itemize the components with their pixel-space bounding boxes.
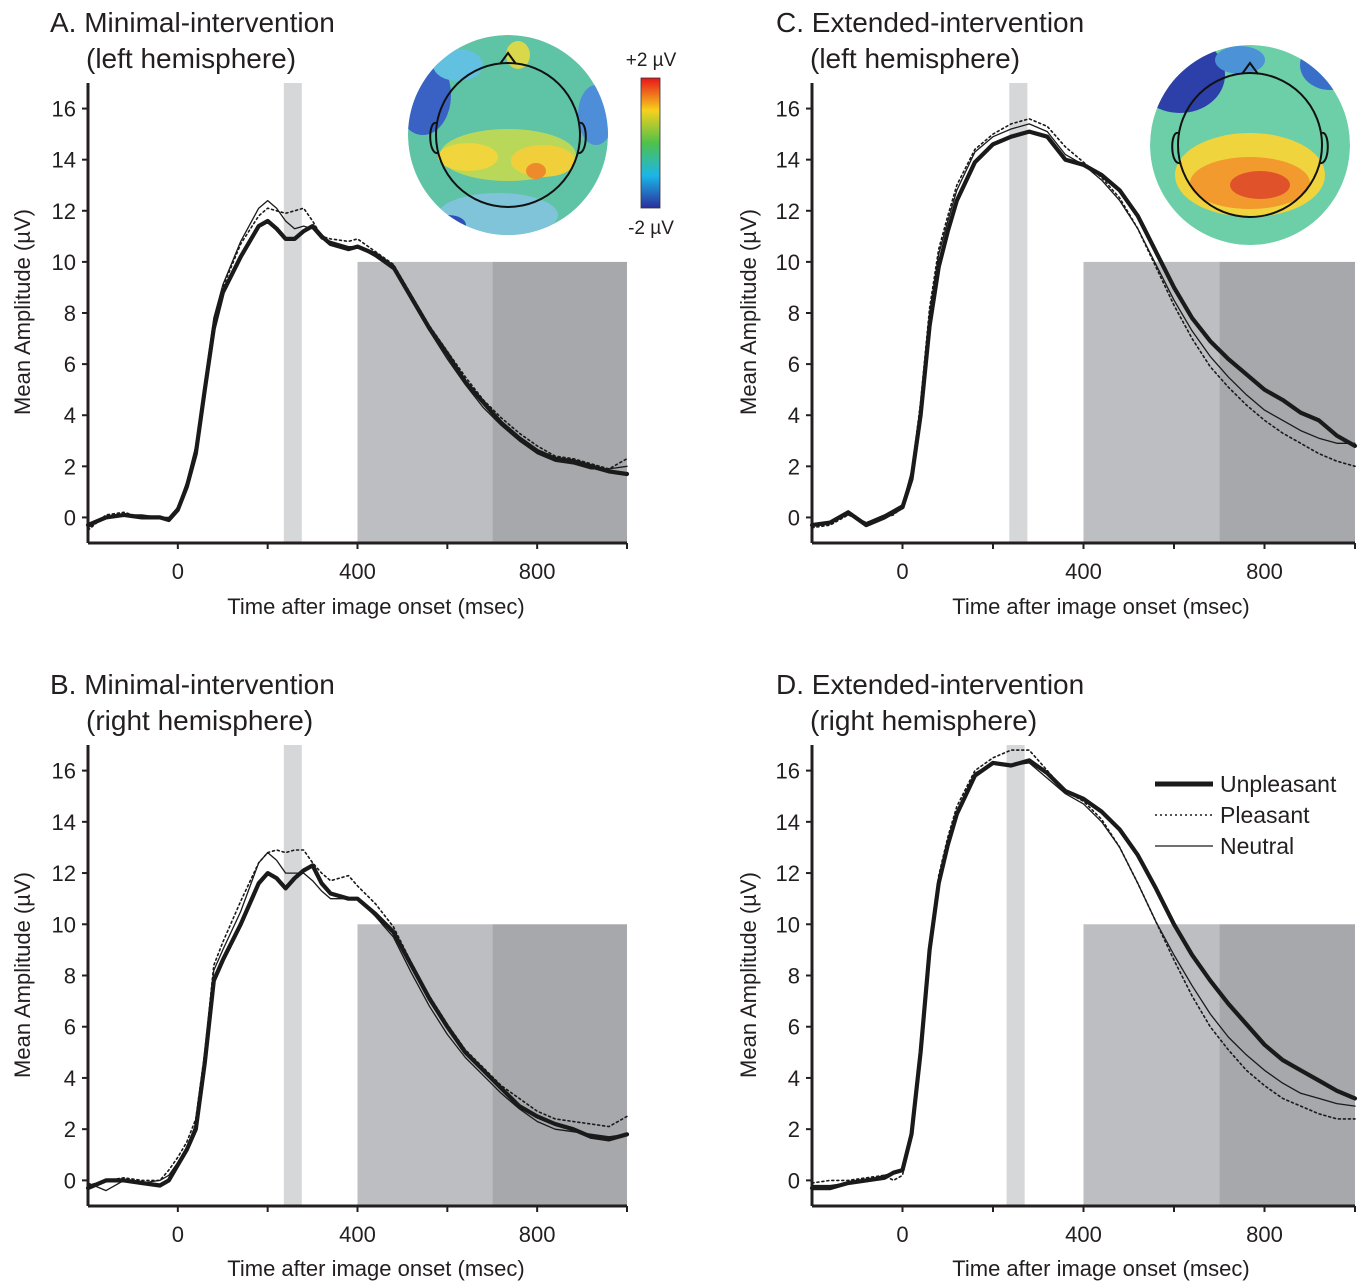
panel-c-title-line2: (left hemisphere) bbox=[810, 43, 1020, 74]
panel-d-y-tick-label: 14 bbox=[776, 810, 800, 835]
panel-b-shaded-window-3 bbox=[492, 924, 627, 1206]
panel-c: C. Extended-intervention (left hemispher… bbox=[736, 7, 1358, 619]
panel-b-y-tick-label: 8 bbox=[64, 964, 76, 989]
panel-a-shading bbox=[283, 83, 627, 543]
panel-c-y-tick-label: 0 bbox=[788, 505, 800, 530]
panel-c-series-unpleasant bbox=[809, 129, 1358, 528]
panel-c-y-tick-label: 6 bbox=[788, 352, 800, 377]
panel-d-y-tick-label: 8 bbox=[788, 964, 800, 989]
panel-d-x-axis-label: Time after image onset (msec) bbox=[952, 1256, 1250, 1281]
panel-a: A. Minimal-intervention (left hemisphere… bbox=[10, 7, 630, 619]
panel-c-y-tick-label: 12 bbox=[776, 199, 800, 224]
panel-d-title-line1: D. Extended-intervention bbox=[776, 669, 1084, 700]
panel-a-y-tick-label: 2 bbox=[64, 454, 76, 479]
legend: Unpleasant Pleasant Neutral bbox=[1155, 771, 1337, 859]
panel-d-shaded-window-2 bbox=[1083, 924, 1220, 1206]
panel-d-x-tick-label: 400 bbox=[1065, 1222, 1102, 1247]
panel-a-title-line2: (left hemisphere) bbox=[86, 43, 296, 74]
panel-d-series-pleasant bbox=[811, 749, 1356, 1184]
panel-d-y-tick-label: 0 bbox=[788, 1168, 800, 1193]
topomap-a bbox=[408, 35, 608, 235]
panel-d-y-tick-label: 6 bbox=[788, 1015, 800, 1040]
panel-a-series-unpleasant bbox=[85, 218, 630, 528]
panel-b-x-tick-label: 0 bbox=[172, 1222, 184, 1247]
panel-d-y-tick-label: 2 bbox=[788, 1117, 800, 1142]
panel-a-shaded-window-1 bbox=[283, 83, 302, 543]
panel-d-shading bbox=[1006, 745, 1355, 1206]
panel-a-y-tick-label: 4 bbox=[64, 403, 76, 428]
panel-b-shaded-window-1 bbox=[283, 745, 302, 1206]
panel-a-y-tick-label: 0 bbox=[64, 505, 76, 530]
panel-d-y-tick-label: 4 bbox=[788, 1066, 800, 1091]
panel-b-shading bbox=[283, 745, 627, 1206]
panel-d-y-tick-label: 10 bbox=[776, 912, 800, 937]
colorbar-min-label: -2 µV bbox=[628, 218, 674, 239]
panel-b-series-unpleasant bbox=[85, 863, 630, 1191]
panel-b-y-tick-label: 12 bbox=[52, 861, 76, 886]
panel-b-y-tick-label: 2 bbox=[64, 1117, 76, 1142]
panel-a-y-axis-label: Mean Amplitude (µV) bbox=[10, 209, 35, 415]
panel-b-x-axis-label: Time after image onset (msec) bbox=[227, 1256, 525, 1281]
panel-b-y-tick-label: 14 bbox=[52, 810, 76, 835]
panel-c-series-neutral bbox=[811, 123, 1356, 526]
panel-c-x-axis-label: Time after image onset (msec) bbox=[952, 594, 1250, 619]
panel-a-y-tick-label: 14 bbox=[52, 148, 76, 173]
panel-c-y-tick-label: 4 bbox=[788, 403, 800, 428]
panel-b-series-pleasant bbox=[87, 849, 628, 1187]
panel-b-y-tick-label: 4 bbox=[64, 1066, 76, 1091]
panel-d-x-tick-label: 800 bbox=[1246, 1222, 1283, 1247]
panel-d-y-tick-label: 12 bbox=[776, 861, 800, 886]
panel-a-y-tick-label: 6 bbox=[64, 352, 76, 377]
panel-d-y-axis-label: Mean Amplitude (µV) bbox=[736, 872, 761, 1078]
legend-label-neutral: Neutral bbox=[1220, 833, 1294, 859]
panel-d: D. Extended-intervention (right hemisphe… bbox=[736, 669, 1358, 1281]
topomap-c bbox=[1150, 45, 1350, 245]
panel-a-y-tick-label: 8 bbox=[64, 301, 76, 326]
panel-a-y-tick-label: 16 bbox=[52, 97, 76, 122]
panel-d-x-tick-label: 0 bbox=[896, 1222, 908, 1247]
colorbar bbox=[640, 77, 661, 209]
panel-d-shaded-window-3 bbox=[1219, 924, 1355, 1206]
panel-c-y-tick-label: 16 bbox=[776, 97, 800, 122]
panel-c-shaded-window-2 bbox=[1083, 261, 1220, 543]
panel-c-y-tick-label: 14 bbox=[776, 148, 800, 173]
panel-a-shaded-window-2 bbox=[357, 261, 493, 543]
panel-c-y-tick-label: 8 bbox=[788, 301, 800, 326]
panel-c-y-axis-label: Mean Amplitude (µV) bbox=[736, 209, 761, 415]
panel-d-y-tick-label: 16 bbox=[776, 759, 800, 784]
panel-a-x-axis-label: Time after image onset (msec) bbox=[227, 594, 525, 619]
panel-a-title-line1: A. Minimal-intervention bbox=[50, 7, 335, 38]
panel-c-x-tick-label: 800 bbox=[1246, 559, 1283, 584]
panel-c-x-tick-label: 0 bbox=[896, 559, 908, 584]
panel-a-shaded-window-3 bbox=[492, 261, 627, 543]
panel-c-y-tick-label: 2 bbox=[788, 454, 800, 479]
colorbar-max-label: +2 µV bbox=[626, 50, 677, 71]
panel-b-shaded-window-2 bbox=[357, 924, 493, 1206]
panel-b-y-tick-label: 0 bbox=[64, 1168, 76, 1193]
panel-b-y-tick-label: 10 bbox=[52, 912, 76, 937]
panel-d-series-unpleasant bbox=[809, 758, 1358, 1191]
panel-b-title-line2: (right hemisphere) bbox=[86, 705, 313, 736]
panel-b-title-line1: B. Minimal-intervention bbox=[50, 669, 335, 700]
panel-b-x-tick-label: 800 bbox=[519, 1222, 556, 1247]
panel-b: B. Minimal-intervention (right hemispher… bbox=[10, 669, 630, 1281]
panel-c-shaded-window-1 bbox=[1009, 83, 1028, 543]
panel-b-y-tick-label: 16 bbox=[52, 759, 76, 784]
panel-a-x-tick-label: 0 bbox=[172, 559, 184, 584]
panel-b-y-axis-label: Mean Amplitude (µV) bbox=[10, 872, 35, 1078]
legend-label-unpleasant: Unpleasant bbox=[1220, 771, 1337, 797]
panel-a-x-tick-label: 400 bbox=[339, 559, 376, 584]
panel-c-y-tick-label: 10 bbox=[776, 250, 800, 275]
panel-c-x-tick-label: 400 bbox=[1065, 559, 1102, 584]
panel-d-shaded-window-1 bbox=[1006, 745, 1025, 1206]
panel-a-y-tick-label: 12 bbox=[52, 199, 76, 224]
legend-label-pleasant: Pleasant bbox=[1220, 802, 1310, 828]
panel-d-title-line2: (right hemisphere) bbox=[810, 705, 1037, 736]
panel-b-x-tick-label: 400 bbox=[339, 1222, 376, 1247]
panel-a-y-tick-label: 10 bbox=[52, 250, 76, 275]
panel-b-y-tick-label: 6 bbox=[64, 1015, 76, 1040]
panel-c-title-line1: C. Extended-intervention bbox=[776, 7, 1084, 38]
panel-a-x-tick-label: 800 bbox=[519, 559, 556, 584]
